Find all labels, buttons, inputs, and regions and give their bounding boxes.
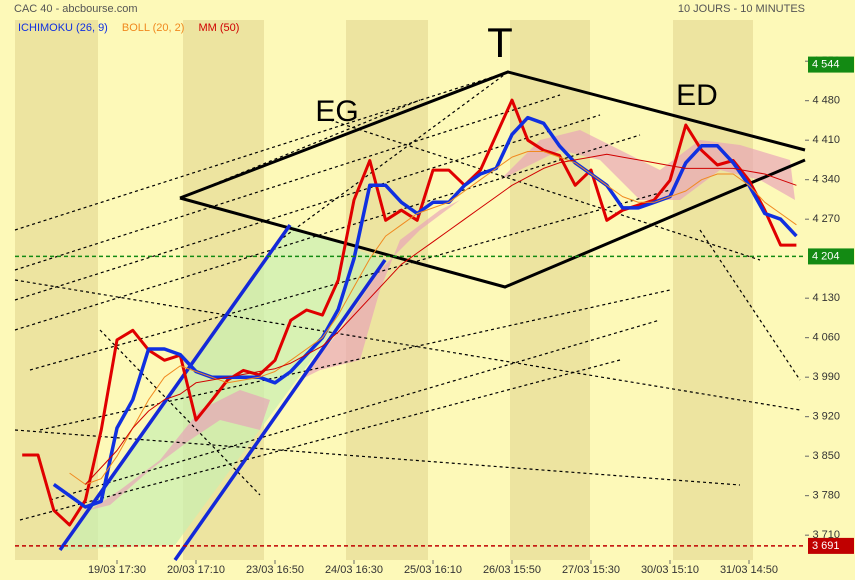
series-line (85, 153, 797, 485)
x-tick-label: 31/03 14:50 (720, 564, 778, 576)
series-line (69, 151, 797, 485)
level-box (808, 248, 854, 265)
level-label: 4 544 (812, 58, 840, 70)
x-tick-label: 25/03 16:10 (404, 564, 462, 576)
trendline (14, 279, 801, 411)
legend-entry: MM (50) (198, 22, 239, 34)
y-tick-label: 3 920 (812, 411, 840, 423)
y-tick-label: 3 850 (812, 450, 840, 462)
trendline (49, 319, 661, 501)
x-tick-label: 26/03 15:50 (483, 564, 541, 576)
channel (58, 223, 387, 562)
chart-subtitle: 10 JOURS - 10 MINUTES (678, 3, 805, 15)
day-band (673, 20, 753, 560)
x-tick-label: 30/03 15:10 (641, 564, 699, 576)
level-box (808, 537, 854, 554)
channel-line (173, 258, 387, 562)
annotation: EG (315, 95, 358, 128)
annotation: ED (676, 79, 718, 112)
trendline (99, 329, 261, 496)
y-tick-label: 4 340 (812, 174, 840, 186)
level-box (808, 56, 854, 73)
legend-entry: BOLL (20, 2) (122, 22, 185, 34)
x-tick-label: 19/03 17:30 (88, 564, 146, 576)
trendline (14, 134, 641, 331)
chart-title: CAC 40 - abcbourse.com (14, 3, 138, 15)
trendline (19, 359, 621, 521)
trendline (14, 429, 741, 486)
x-tick-label: 23/03 16:50 (246, 564, 304, 576)
trendline (14, 71, 509, 231)
channel-line (58, 223, 292, 552)
trendline (699, 229, 801, 381)
x-tick-label: 24/03 16:30 (325, 564, 383, 576)
y-tick-label: 4 060 (812, 332, 840, 344)
level-label: 3 691 (812, 540, 840, 552)
day-band (510, 20, 590, 560)
y-tick-label: 4 130 (812, 292, 840, 304)
trendline (279, 71, 509, 241)
level-label: 4 204 (812, 250, 840, 262)
y-tick-label: 3 990 (812, 371, 840, 383)
diamond-edge (179, 70, 806, 200)
day-band (15, 20, 98, 560)
legend-entry: ICHIMOKU (26, 9) (18, 22, 108, 34)
y-tick-label: 4 270 (812, 213, 840, 225)
cloud-area (90, 390, 270, 510)
trendline (29, 189, 671, 371)
y-tick-label: 4 410 (812, 134, 840, 146)
x-tick-label: 20/03 17:10 (167, 564, 225, 576)
series-line (52, 115, 798, 509)
x-tick-label: 27/03 15:30 (562, 564, 620, 576)
trendline (14, 114, 601, 301)
series-lines (22, 98, 798, 527)
annotation: T (487, 19, 513, 66)
series-line (22, 98, 797, 527)
y-tick-label: 4 480 (812, 95, 840, 107)
y-tick-label: 3 780 (812, 490, 840, 502)
